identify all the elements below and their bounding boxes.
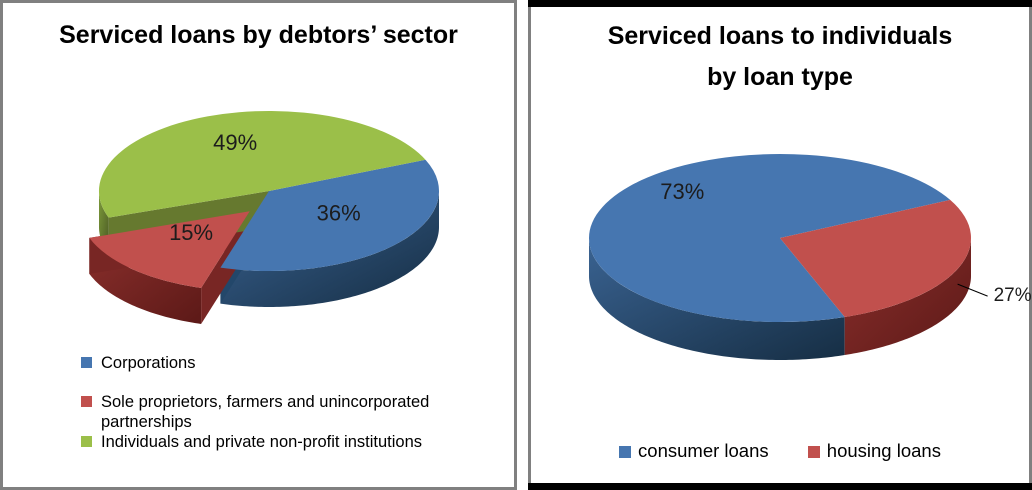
- svg-text:49%: 49%: [213, 130, 257, 155]
- svg-text:36%: 36%: [317, 200, 361, 225]
- svg-text:27%: 27%: [994, 285, 1032, 306]
- svg-text:73%: 73%: [660, 179, 704, 204]
- svg-text:15%: 15%: [169, 220, 213, 245]
